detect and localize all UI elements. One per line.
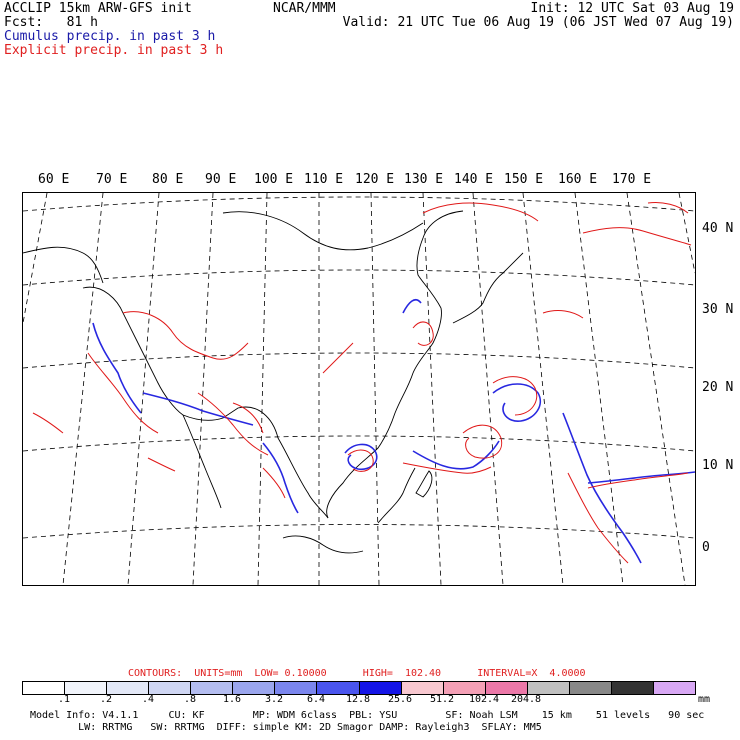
lat-label: 10 N [702, 458, 734, 473]
lon-label: 160 E [558, 172, 598, 187]
lon-label: 60 E [38, 172, 70, 187]
colorbar-tick: .1 [57, 694, 71, 705]
colorbar-swatch [23, 682, 66, 694]
colorbar-swatch [65, 682, 108, 694]
model-info-line2: LW: RRTMG SW: RRTMG DIFF: simple KM: 2D … [30, 722, 542, 733]
colorbar-tick: 51.2 [429, 694, 455, 705]
lon-label: 80 E [152, 172, 184, 187]
colorbar-swatch [107, 682, 150, 694]
colorbar-tick: 1.6 [222, 694, 242, 705]
center-label: NCAR/MMM [273, 1, 336, 16]
lat-label: 20 N [702, 380, 734, 395]
colorbar-tick: .8 [183, 694, 197, 705]
colorbar-swatch [275, 682, 318, 694]
colorbar-swatch [611, 682, 654, 694]
colorbar-tick: 6.4 [306, 694, 326, 705]
map-canvas [23, 193, 695, 585]
colorbar-tick: 12.8 [345, 694, 371, 705]
colorbar-swatch [317, 682, 360, 694]
colorbar-tick: .2 [99, 694, 113, 705]
lon-label: 100 E [254, 172, 294, 187]
model-info-line1: Model Info: V4.1.1 CU: KF MP: WDM 6class… [30, 710, 705, 721]
lat-label: 0 [702, 540, 710, 555]
coastlines [23, 210, 524, 554]
header-left: ACCLIP 15km ARW-GFS init Fcst: 81 h Cumu… [4, 2, 223, 58]
precipitation-map [22, 192, 696, 586]
colorbar-swatch [527, 682, 570, 694]
lat-label: 40 N [702, 221, 734, 236]
plot-title: ACCLIP 15km ARW-GFS init [4, 1, 192, 16]
colorbar-swatch [653, 682, 695, 694]
fcst-label: Fcst: [4, 15, 44, 30]
lon-label: 70 E [96, 172, 128, 187]
colorbar-units: mm [698, 694, 711, 705]
colorbar-swatch [569, 682, 612, 694]
colorbar-swatch [191, 682, 234, 694]
init-time: Init: 12 UTC Sat 03 Aug 19 [530, 1, 735, 16]
header-right: Init: 12 UTC Sat 03 Aug 19 Valid: 21 UTC… [343, 2, 734, 30]
valid-time: Valid: 21 UTC Tue 06 Aug 19 (06 JST Wed … [342, 15, 734, 30]
cumulus-precip [92, 298, 695, 564]
colorbar-swatch [233, 682, 276, 694]
fcst-value: 81 h [66, 15, 98, 30]
colorbar-tick: 3.2 [264, 694, 284, 705]
model-info: Model Info: V4.1.1 CU: KF MP: WDM 6class… [30, 710, 704, 734]
colorbar-ticks: .1 .2 .4 .8 1.6 3.2 6.4 12.8 25.6 51.2 102.4 204.8 [22, 694, 694, 706]
colorbar-swatch [443, 682, 486, 694]
explicit-legend: Explicit precip. in past 3 h [4, 43, 224, 58]
lon-label: 140 E [454, 172, 494, 187]
contours-info: CONTOURS: UNITS=mm LOW= 0.10000 HIGH= 10… [128, 668, 586, 679]
lon-label: 120 E [355, 172, 395, 187]
colorbar-swatch [149, 682, 192, 694]
colorbar-tick: 102.4 [468, 694, 500, 705]
colorbar-swatch [401, 682, 444, 694]
colorbar-tick: .4 [141, 694, 155, 705]
lon-label: 150 E [504, 172, 544, 187]
lon-label: 170 E [612, 172, 652, 187]
lon-label: 90 E [205, 172, 237, 187]
colorbar-swatch [485, 682, 528, 694]
latitude-labels: 40 N 30 N 20 N 10 N 0 [698, 190, 740, 585]
cumulus-legend: Cumulus precip. in past 3 h [4, 29, 216, 44]
lon-label: 110 E [304, 172, 344, 187]
lat-label: 30 N [702, 302, 734, 317]
colorbar-tick: 25.6 [387, 694, 413, 705]
colorbar [22, 681, 696, 695]
graticule [23, 193, 695, 585]
longitude-labels: 60 E 70 E 80 E 90 E 100 E 110 E 120 E 13… [0, 172, 740, 188]
colorbar-tick: 204.8 [510, 694, 542, 705]
lon-label: 130 E [404, 172, 444, 187]
colorbar-swatch [359, 682, 402, 694]
explicit-precip [32, 202, 692, 564]
